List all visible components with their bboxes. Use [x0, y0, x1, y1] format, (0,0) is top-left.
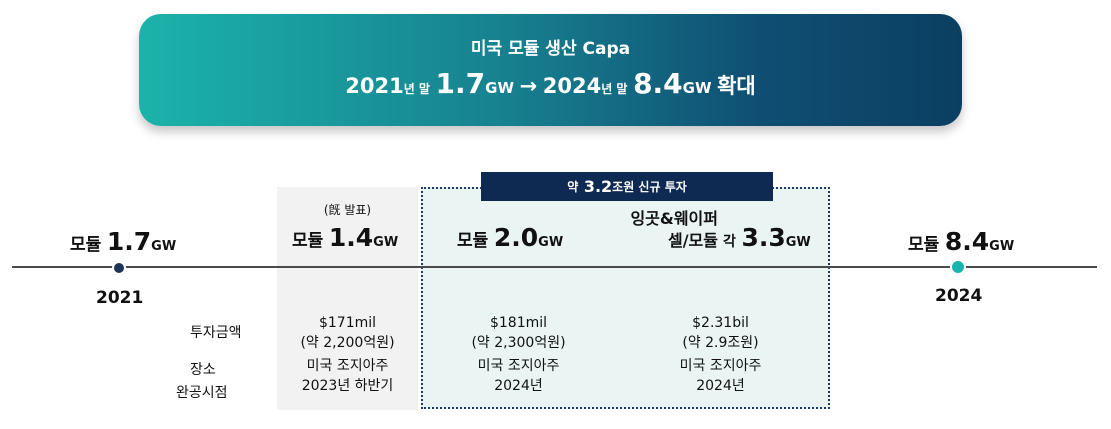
- existing-location: 미국 조지아주: [306, 358, 389, 374]
- end-capacity: 모듈 8.4GW: [908, 227, 1014, 256]
- header-suffix: 조원 신규 투자: [612, 180, 687, 194]
- existing-capacity: 모듈 1.4GW: [292, 223, 398, 252]
- banner-title: 미국 모듈 생산 Capa: [470, 39, 631, 59]
- year-2021: 2021: [96, 288, 144, 308]
- ingot-label: 잉곳&웨이퍼 셀/모듈: [608, 208, 718, 252]
- ingot-location: 미국 조지아주: [679, 358, 762, 374]
- new-investment-panel: [421, 187, 830, 409]
- timeline-dot-2024: [950, 259, 966, 275]
- existing-note: (旣 발표): [323, 203, 372, 217]
- row-label-completion: 완공시점: [176, 385, 228, 401]
- ingot-invest-krw: (약 2.9조원): [682, 335, 759, 351]
- existing-capacity-value: 1.4: [328, 223, 374, 252]
- year-2024: 2024: [935, 286, 983, 306]
- new-module-value: 2.0: [493, 223, 539, 252]
- header-prefix: 약: [567, 180, 579, 194]
- banner-year-end-suffix: 년 말: [601, 82, 628, 96]
- existing-invest: $171mil: [318, 315, 377, 331]
- header-value: 3.2: [583, 177, 613, 196]
- end-capacity-word: 모듈: [908, 235, 940, 255]
- row-label-location: 장소: [190, 362, 216, 378]
- new-module-invest-krw: (약 2,300억원): [471, 335, 566, 351]
- new-module-capacity: 모듈 2.0GW: [457, 223, 563, 252]
- banner-year-start: 2021: [345, 74, 404, 98]
- existing-invest-krw: (약 2,200억원): [300, 335, 395, 351]
- new-module-unit: GW: [538, 235, 564, 250]
- banner-unit-end: GW: [682, 79, 712, 97]
- banner-capa-start: 1.7: [435, 67, 486, 100]
- banner-capa-end: 8.4: [633, 67, 683, 100]
- new-module-details: $181mil (약 2,300억원) 미국 조지아주 2024년: [446, 313, 591, 396]
- existing-capacity-word: 모듈: [292, 231, 324, 251]
- ingot-details: $2.31bil (약 2.9조원) 미국 조지아주 2024년: [648, 313, 793, 396]
- ingot-capacity: 각 3.3GW: [723, 223, 811, 252]
- ingot-label-line2: 셀/모듈: [667, 231, 718, 250]
- existing-capacity-unit: GW: [373, 235, 399, 250]
- banner-capa-line: 2021년 말 1.7GW → 2024년 말 8.4GW 확대: [139, 67, 962, 100]
- start-capacity-value: 1.7: [106, 227, 152, 256]
- end-capacity-value: 8.4: [944, 227, 990, 256]
- start-capacity: 모듈 1.7GW: [70, 227, 176, 256]
- banner-arrow-icon: →: [519, 74, 538, 98]
- banner-year-end: 2024: [542, 74, 602, 98]
- end-capacity-unit: GW: [989, 239, 1015, 254]
- ingot-each: 각: [723, 234, 736, 250]
- start-capacity-unit: GW: [151, 239, 177, 254]
- existing-completion: 2023년 하반기: [301, 378, 394, 394]
- ingot-invest: $2.31bil: [692, 315, 749, 331]
- ingot-capacity-unit: GW: [785, 235, 811, 250]
- start-capacity-word: 모듈: [70, 235, 102, 255]
- ingot-capacity-value: 3.3: [741, 223, 786, 252]
- timeline-dot-2021: [112, 261, 126, 275]
- summary-banner: 미국 모듈 생산 Capa 2021년 말 1.7GW → 2024년 말 8.…: [139, 14, 962, 126]
- new-module-invest: $181mil: [489, 315, 548, 331]
- banner-verb: 확대: [717, 74, 756, 98]
- new-module-completion: 2024년: [494, 378, 543, 394]
- new-investment-header: 약 3.2 조원 신규 투자: [481, 172, 773, 201]
- existing-plan-panel: [277, 187, 418, 410]
- ingot-label-line1: 잉곳&웨이퍼: [630, 209, 718, 228]
- banner-year-start-suffix: 년 말: [403, 82, 430, 96]
- new-module-location: 미국 조지아주: [477, 358, 560, 374]
- timeline-line: [12, 266, 1097, 268]
- banner-unit-start: GW: [485, 79, 514, 97]
- existing-details: $171mil (약 2,200억원) 미국 조지아주 2023년 하반기: [277, 313, 418, 396]
- ingot-completion: 2024년: [696, 378, 745, 394]
- row-label-invest: 투자금액: [190, 325, 242, 341]
- new-module-word: 모듈: [457, 231, 489, 251]
